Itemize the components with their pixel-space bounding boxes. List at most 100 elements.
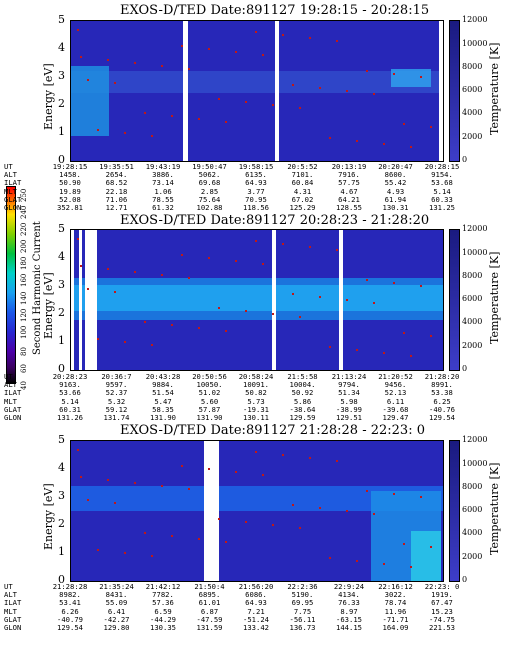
ephemeris-cell: 6135. xyxy=(245,170,267,180)
temperature-dot xyxy=(235,51,237,53)
temperature-tick-label: 10000 xyxy=(462,38,488,48)
ephemeris-cell: 53.66 xyxy=(59,388,81,398)
ephemeris-cell: 12.71 xyxy=(105,202,128,212)
ephemeris-cell: 5.32 xyxy=(107,396,126,406)
temperature-dot xyxy=(393,73,395,75)
ephemeris-row-label: GLON xyxy=(4,622,22,632)
temperature-scale-bar xyxy=(449,229,460,371)
ephemeris-cell: 60.84 xyxy=(291,178,314,188)
temperature-dot xyxy=(235,471,237,473)
temperature-dot xyxy=(282,243,284,245)
temperature-tick-label: 10000 xyxy=(462,247,488,257)
ephemeris-cell: 128.55 xyxy=(336,202,362,212)
ephemeris-cell: 133.42 xyxy=(243,622,269,632)
ephemeris-cell: 130.11 xyxy=(243,412,269,422)
ephemeris-cell: 129.47 xyxy=(382,412,409,422)
ephemeris-cell: -40.76 xyxy=(429,404,455,414)
ephemeris-cell: 20:5:52 xyxy=(287,162,318,171)
temperature-tick-label: 4000 xyxy=(462,528,483,538)
temperature-dot xyxy=(373,302,375,304)
ephemeris-row-label: GLON xyxy=(4,412,22,422)
data-gap xyxy=(272,230,276,370)
colorbar-tick: 180 xyxy=(20,256,28,271)
ephemeris-cell: 50.90 xyxy=(59,178,81,188)
ephemeris-cell: 3022. xyxy=(384,590,407,600)
spectrogram-plot xyxy=(70,20,444,162)
temperature-dot xyxy=(319,296,321,298)
ephemeris-cell: -47.59 xyxy=(196,614,223,624)
ephemeris-cell: 20:36:7 xyxy=(101,372,132,381)
ephemeris-cell: 8991. xyxy=(431,380,453,390)
temperature-dot xyxy=(161,485,163,487)
temperature-dot xyxy=(245,521,247,523)
temperature-dot xyxy=(181,45,183,47)
y-tick-label: 0 xyxy=(58,362,65,375)
temperature-dot xyxy=(383,143,385,145)
temperature-dot xyxy=(299,107,301,109)
y-tick-label: 4 xyxy=(58,461,65,474)
temperature-dot xyxy=(366,490,368,492)
ephemeris-cell: 50.82 xyxy=(245,388,267,398)
temperature-dot xyxy=(77,449,79,451)
temperature-dot xyxy=(181,254,183,256)
temperature-dot xyxy=(151,135,153,137)
ephemeris-cell: 2654. xyxy=(105,170,128,180)
ephemeris-row-label: ILAT xyxy=(4,388,22,398)
temperature-dot xyxy=(262,54,264,56)
ephemeris-cell: 21:50:4 xyxy=(194,582,225,591)
temperature-dot xyxy=(151,555,153,557)
y-axis-label: Energy [eV] xyxy=(42,272,55,339)
temperature-dot xyxy=(77,238,79,240)
ephemeris-cell: 5.14 xyxy=(61,396,79,406)
temperature-tick-label: 8000 xyxy=(462,270,483,280)
ephemeris-cell: 129.51 xyxy=(336,412,362,422)
temperature-dot xyxy=(430,546,432,548)
ephemeris-cell: 125.29 xyxy=(289,202,316,212)
ephemeris-cell: 8600. xyxy=(384,170,407,180)
data-gap xyxy=(71,230,74,370)
ephemeris-cell: 6.25 xyxy=(433,396,451,406)
panel-title-1: EXOS-D/TED Date:891127 19:28:15 - 20:28:… xyxy=(120,3,430,18)
ephemeris-cell: -51.24 xyxy=(243,614,269,624)
temperature-dot xyxy=(218,518,220,520)
temperature-dot xyxy=(356,560,358,562)
temperature-dot xyxy=(255,31,257,33)
temperature-dot xyxy=(161,274,163,276)
plasma-band xyxy=(71,71,443,93)
temperature-dot xyxy=(346,510,348,512)
ephemeris-cell: 57.36 xyxy=(152,598,174,608)
plasma-patch xyxy=(391,69,431,87)
ephemeris-cell: 58.35 xyxy=(152,404,174,414)
colorbar-tick: 140 xyxy=(20,291,28,305)
ephemeris-cell: 75.64 xyxy=(198,194,221,204)
temperature-tick-label: 0 xyxy=(462,155,468,164)
temperature-tick-label: 12000 xyxy=(462,435,488,445)
ephemeris-cell: 164.09 xyxy=(382,622,409,632)
ephemeris-cell: 22.18 xyxy=(105,186,128,196)
ephemeris-cell: 21:35:24 xyxy=(99,582,134,591)
temperature-dot xyxy=(346,90,348,92)
ephemeris-row-label: GLAT xyxy=(4,614,22,624)
ephemeris-cell: 20:58:24 xyxy=(238,372,274,381)
ephemeris-cell: 60.33 xyxy=(431,194,453,204)
temperature-dot xyxy=(403,332,405,334)
temperature-dot xyxy=(181,465,183,467)
temperature-dot xyxy=(410,355,412,357)
colorbar-scale xyxy=(6,186,16,384)
temperature-dot xyxy=(410,566,412,568)
temperature-dot xyxy=(420,285,422,287)
ephemeris-cell: 131.90 xyxy=(196,412,223,422)
ephemeris-cell: -63.15 xyxy=(336,614,362,624)
temperature-dot xyxy=(151,344,153,346)
temperature-dot xyxy=(336,249,338,251)
temperature-dot xyxy=(188,68,190,70)
temperature-tick-label: 10000 xyxy=(462,458,488,468)
ephemeris-cell: 7782. xyxy=(152,590,174,600)
ephemeris-cell: 136.73 xyxy=(289,622,316,632)
temperature-axis-label: Temperature [K] xyxy=(488,251,501,344)
temperature-dot xyxy=(329,137,331,139)
temperature-dot xyxy=(393,282,395,284)
ephemeris-cell: 9794. xyxy=(338,380,360,390)
temperature-tick-label: 6000 xyxy=(462,85,483,95)
temperature-dot xyxy=(218,98,220,100)
